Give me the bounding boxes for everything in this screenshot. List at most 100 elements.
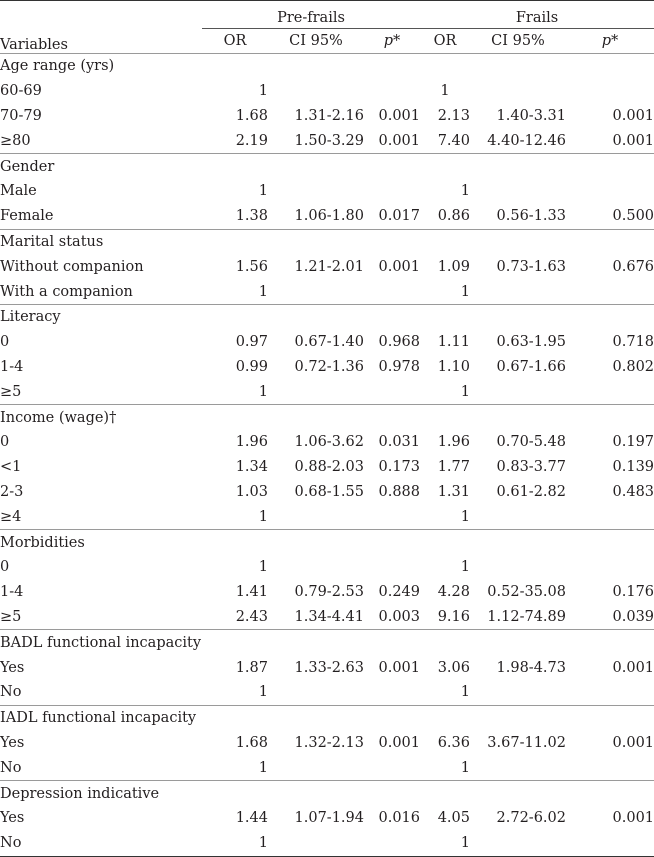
ci-prefrails — [268, 755, 364, 780]
row-label: <1 — [0, 459, 22, 476]
p-prefrails: 0.968 — [378, 334, 420, 351]
row-label: Yes — [0, 734, 25, 751]
or-frails: 1 — [460, 183, 470, 200]
ci-frails — [470, 830, 566, 857]
p-prefrails — [364, 179, 420, 204]
or-prefrails: 0.97 — [235, 334, 268, 351]
table-row: 1-4 1.41 0.79-2.53 0.249 4.28 0.52-35.08 0.176 — [0, 580, 654, 605]
p-frails: 0.001 — [612, 132, 654, 149]
ci-prefrails — [268, 79, 364, 104]
p-prefrails: 0.016 — [378, 810, 420, 827]
header-ci-prefrails: CI 95% — [289, 33, 343, 49]
row-label: Without companion — [0, 258, 144, 275]
row-label: 1-4 — [0, 584, 24, 601]
or-frails: 3.06 — [437, 659, 470, 676]
ci-frails — [470, 79, 566, 104]
ci-frails: 0.83-3.77 — [496, 459, 566, 476]
or-prefrails: 1 — [258, 183, 268, 200]
p-prefrails: 0.017 — [378, 208, 420, 225]
ci-frails — [470, 504, 566, 529]
or-prefrails: 1.68 — [235, 107, 268, 124]
ci-prefrails — [268, 830, 364, 857]
or-frails: 1.10 — [437, 358, 470, 375]
section-title: Income (wage)† — [0, 404, 654, 430]
or-frails: 1 — [460, 684, 470, 701]
p-prefrails: 0.001 — [378, 107, 420, 124]
section-title: Morbidities — [0, 529, 654, 555]
or-prefrails: 1.44 — [235, 810, 268, 827]
ci-prefrails: 1.21-2.01 — [294, 258, 364, 275]
table-row: Yes 1.68 1.32-2.13 0.001 6.36 3.67-11.02 0.001 — [0, 731, 654, 756]
p-prefrails — [364, 79, 420, 104]
section-row: Depression indicative — [0, 780, 654, 806]
p-frails: 0.001 — [612, 659, 654, 676]
or-frails: 1 — [460, 383, 470, 400]
p-prefrails: 0.001 — [378, 734, 420, 751]
p-frails — [566, 830, 654, 857]
header-or-frails: OR — [433, 33, 457, 49]
ci-prefrails: 1.07-1.94 — [294, 810, 364, 827]
p-frails: 0.039 — [612, 608, 654, 625]
header-or-prefrails: OR — [223, 33, 247, 49]
table-body: Age range (yrs) 60-69 1 1 70-79 1.68 1.31-2.16… — [0, 52, 654, 857]
or-prefrails: 0.99 — [235, 358, 268, 375]
table-row: Without companion 1.56 1.21-2.01 0.001 1.09 0… — [0, 254, 654, 279]
section-row: Age range (yrs) — [0, 52, 654, 79]
table-row: 2-3 1.03 0.68-1.55 0.888 1.31 0.61-2.82 0.483 — [0, 480, 654, 505]
table-row: 0 0.97 0.67-1.40 0.968 1.11 0.63-1.95 0.718 — [0, 330, 654, 355]
or-prefrails: 1 — [258, 283, 268, 300]
p-prefrails — [364, 279, 420, 304]
header-p-frails: p* — [601, 33, 619, 49]
or-frails: 1 — [420, 830, 470, 857]
table-row: 70-79 1.68 1.31-2.16 0.001 2.13 1.40-3.31 0.00… — [0, 104, 654, 129]
table-row: No 1 1 — [0, 680, 654, 705]
p-frails: 0.197 — [612, 434, 654, 451]
ci-prefrails: 1.50-3.29 — [294, 132, 364, 149]
table-row: ≥5 1 1 — [0, 379, 654, 404]
section-title: Marital status — [0, 228, 654, 255]
section-title: Gender — [0, 153, 654, 179]
or-frails: 1 — [440, 83, 450, 100]
ci-frails: 0.73-1.63 — [496, 258, 566, 275]
table-row: <1 1.34 0.88-2.03 0.173 1.77 0.83-3.77 0.139 — [0, 455, 654, 480]
row-label: 0 — [0, 559, 10, 576]
ci-frails: 1.40-3.31 — [496, 107, 566, 124]
ci-prefrails: 1.33-2.63 — [294, 659, 364, 676]
or-frails: 1.09 — [437, 258, 470, 275]
ci-frails: 0.63-1.95 — [496, 334, 566, 351]
header-group-frails: Frails — [420, 10, 654, 29]
section-title: Depression indicative — [0, 780, 654, 806]
ci-frails: 2.72-6.02 — [496, 810, 566, 827]
ci-prefrails — [268, 379, 364, 404]
p-prefrails: 0.173 — [378, 459, 420, 476]
ci-frails — [470, 680, 566, 705]
or-prefrails: 1 — [258, 83, 268, 100]
table-row: ≥4 1 1 — [0, 504, 654, 529]
or-frails: 9.16 — [437, 608, 470, 625]
or-prefrails: 2.19 — [235, 132, 268, 149]
p-frails — [566, 79, 654, 104]
ci-prefrails — [268, 179, 364, 204]
or-prefrails: 1.87 — [235, 659, 268, 676]
table-row: 1-4 0.99 0.72-1.36 0.978 1.10 0.67-1.66 0.802 — [0, 355, 654, 380]
p-frails — [566, 680, 654, 705]
p-frails — [566, 379, 654, 404]
ci-frails: 0.61-2.82 — [496, 483, 566, 500]
table-row: Female 1.38 1.06-1.80 0.017 0.86 0.56-1.33 0.5… — [0, 204, 654, 229]
p-prefrails — [364, 555, 420, 580]
p-frails: 0.500 — [612, 208, 654, 225]
ci-prefrails — [268, 555, 364, 580]
or-prefrails: 1.56 — [235, 258, 268, 275]
ci-frails: 3.67-11.02 — [487, 734, 566, 751]
or-frails: 1.31 — [437, 483, 470, 500]
p-frails: 0.001 — [612, 107, 654, 124]
p-prefrails — [364, 830, 420, 857]
ci-prefrails: 1.31-2.16 — [294, 107, 364, 124]
or-prefrails: 1.41 — [235, 584, 268, 601]
or-prefrails: 1 — [258, 759, 268, 776]
section-row: BADL functional incapacity — [0, 629, 654, 656]
ci-prefrails: 1.06-3.62 — [294, 434, 364, 451]
p-prefrails: 0.003 — [378, 608, 420, 625]
section-title: Age range (yrs) — [0, 52, 654, 79]
